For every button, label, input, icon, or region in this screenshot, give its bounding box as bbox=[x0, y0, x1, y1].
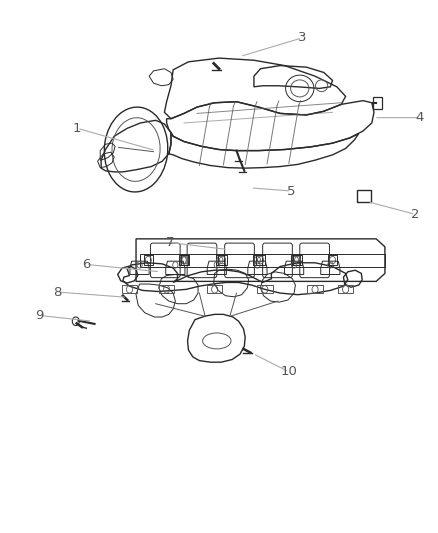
Text: 7: 7 bbox=[166, 236, 174, 249]
Bar bbox=[253, 255, 262, 265]
Bar bbox=[291, 255, 300, 265]
Text: 4: 4 bbox=[416, 111, 424, 124]
Bar bbox=[328, 255, 337, 265]
Bar bbox=[215, 255, 224, 265]
Bar bbox=[180, 255, 189, 265]
Bar bbox=[373, 98, 382, 109]
Text: 9: 9 bbox=[35, 309, 43, 322]
Text: 5: 5 bbox=[287, 184, 295, 198]
Bar bbox=[293, 255, 302, 265]
Bar bbox=[218, 255, 227, 265]
Text: 10: 10 bbox=[280, 365, 297, 378]
Bar bbox=[179, 255, 187, 265]
Text: 6: 6 bbox=[81, 258, 90, 271]
Text: 3: 3 bbox=[298, 31, 306, 44]
Bar bbox=[144, 255, 152, 265]
Text: 8: 8 bbox=[53, 286, 62, 298]
Bar bbox=[357, 190, 371, 201]
Bar bbox=[141, 254, 385, 266]
Text: 2: 2 bbox=[411, 208, 420, 221]
Text: 1: 1 bbox=[73, 122, 81, 135]
Bar bbox=[256, 255, 265, 265]
